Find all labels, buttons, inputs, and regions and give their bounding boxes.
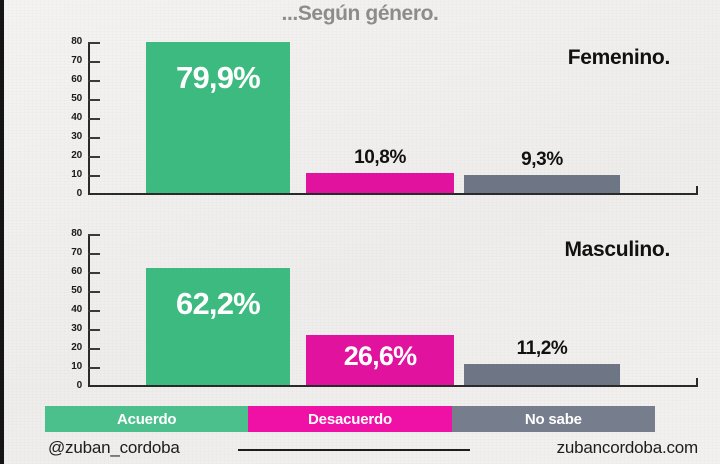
x-axis-end-cap-1 (696, 186, 698, 194)
website-url[interactable]: zubancordoba.com (556, 438, 699, 457)
legend-item-acuerdo[interactable]: Acuerdo (45, 406, 249, 432)
y-tick-label: 70 (71, 55, 82, 66)
social-handle[interactable]: @zuban_cordoba (48, 438, 180, 457)
y-tick-label: 40 (71, 112, 82, 123)
left-edge-strip (0, 0, 4, 464)
y-tick-mark (88, 234, 100, 236)
y-tick-label: 60 (71, 266, 82, 277)
y-tick-mark (88, 80, 100, 82)
y-tick-label: 60 (71, 74, 82, 85)
y-tick-mark (88, 310, 100, 312)
footer-divider (238, 449, 470, 451)
y-tick-label: 30 (71, 323, 82, 334)
x-axis-line-2 (88, 385, 698, 387)
y-tick-label: 0 (76, 188, 83, 199)
bar-value-label: 79,9% (176, 60, 261, 95)
bar-nosabe-masculino[interactable] (464, 364, 620, 385)
bar-nosabe-femenino[interactable] (464, 175, 620, 193)
y-tick-label: 10 (71, 169, 82, 180)
page-title: ...Según género. (281, 2, 439, 25)
x-axis-line-1 (88, 193, 698, 195)
bar-value-label: 26,6% (343, 341, 417, 371)
legend-item-desacuerdo[interactable]: Desacuerdo (248, 406, 452, 432)
y-tick-mark (88, 156, 100, 158)
y-tick-mark (88, 175, 100, 177)
x-axis-end-cap-2 (696, 378, 698, 386)
bar-desacuerdo-femenino[interactable] (306, 173, 454, 193)
y-tick-mark (88, 61, 100, 63)
bar-value-label: 10,8% (354, 147, 406, 168)
y-tick-mark (88, 348, 100, 350)
y-tick-label: 70 (71, 247, 82, 258)
y-tick-label: 20 (71, 342, 82, 353)
legend: Acuerdo Desacuerdo No sabe (45, 406, 655, 432)
bar-acuerdo-femenino[interactable]: 79,9% (146, 42, 290, 193)
legend-item-label: No sabe (524, 410, 582, 428)
bars-area-masculino: 62,2% 26,6% 11,2% (0, 234, 720, 385)
chart-panel-femenino: Femenino. 80 70 60 50 40 30 20 10 0 79,9… (0, 36, 720, 208)
y-tick-label: 10 (71, 361, 82, 372)
y-tick-mark (88, 137, 100, 139)
panel-label-femenino: Femenino. (567, 46, 671, 69)
y-tick-label: 80 (71, 228, 82, 239)
y-tick-label: 0 (76, 380, 83, 391)
y-tick-label: 50 (71, 285, 82, 296)
bar-acuerdo-masculino[interactable]: 62,2% (146, 268, 290, 385)
y-tick-mark (88, 99, 100, 101)
y-tick-mark (88, 42, 100, 44)
chart-panel-masculino: Masculino. 80 70 60 50 40 30 20 10 0 62,… (0, 228, 720, 400)
y-tick-mark (88, 253, 100, 255)
y-tick-mark (88, 367, 100, 369)
panel-label-masculino: Masculino. (564, 238, 670, 261)
legend-item-no-sabe[interactable]: No sabe (451, 406, 655, 432)
y-tick-label: 40 (71, 304, 82, 315)
y-tick-label: 30 (71, 131, 82, 142)
y-tick-mark (88, 118, 100, 120)
y-tick-label: 80 (71, 36, 82, 47)
y-tick-mark (88, 291, 100, 293)
footer: @zuban_cordoba zubancordoba.com (0, 438, 720, 464)
bar-value-label: 11,2% (516, 338, 568, 359)
y-tick-label: 50 (71, 93, 82, 104)
y-tick-mark (88, 272, 100, 274)
legend-item-label: Desacuerdo (308, 410, 392, 428)
bar-value-label: 9,3% (521, 149, 563, 170)
bars-area-femenino: 79,9% 10,8% 9,3% (0, 42, 720, 193)
legend-item-label: Acuerdo (116, 410, 177, 428)
bar-value-label: 62,2% (176, 286, 261, 321)
y-tick-label: 20 (71, 150, 82, 161)
bar-desacuerdo-masculino[interactable]: 26,6% (306, 335, 454, 385)
y-tick-mark (88, 329, 100, 331)
